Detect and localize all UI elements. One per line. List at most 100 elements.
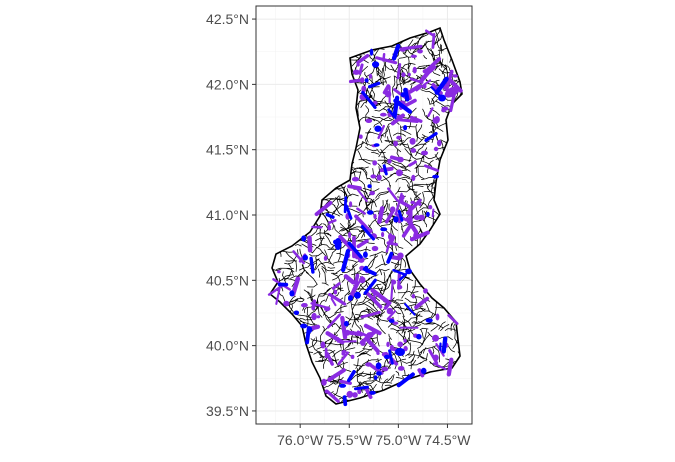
site-marker-purple bbox=[343, 274, 356, 285]
site-marker-purple bbox=[428, 349, 439, 365]
site-marker-blue bbox=[393, 216, 399, 223]
site-marker-purple bbox=[351, 176, 360, 182]
basin-layer bbox=[267, 26, 463, 407]
site-marker-blue bbox=[369, 48, 374, 56]
site-marker-blue bbox=[325, 212, 335, 219]
site-marker-blue bbox=[369, 390, 376, 395]
site-marker-blue bbox=[363, 278, 377, 295]
site-marker-purple bbox=[407, 72, 411, 77]
site-marker-purple bbox=[283, 300, 290, 307]
basin-outline bbox=[268, 26, 463, 405]
site-marker-purple bbox=[388, 234, 396, 245]
site-marker-blue bbox=[348, 295, 353, 301]
site-marker-purple bbox=[290, 276, 301, 297]
stream-lines bbox=[270, 28, 462, 404]
site-marker-purple bbox=[325, 331, 345, 345]
site-marker-purple bbox=[320, 341, 326, 349]
site-marker-purple bbox=[418, 214, 425, 221]
site-marker-purple bbox=[428, 205, 433, 210]
site-marker-purple bbox=[409, 137, 416, 145]
site-marker-blue bbox=[301, 235, 307, 242]
site-marker-blue bbox=[392, 268, 407, 276]
site-marker-purple bbox=[356, 53, 370, 65]
site-marker-blue bbox=[430, 86, 442, 98]
site-marker-purple bbox=[373, 213, 377, 220]
site-marker-purple bbox=[418, 202, 422, 206]
stream-network bbox=[270, 28, 462, 404]
site-marker-purple bbox=[396, 118, 419, 123]
site-marker-blue bbox=[364, 78, 369, 83]
x-tick-label: 75.5°W bbox=[326, 432, 373, 448]
site-marker-purple bbox=[366, 332, 374, 339]
site-marker-purple bbox=[449, 92, 456, 113]
site-marker-purple bbox=[327, 368, 346, 382]
site-marker-purple bbox=[397, 285, 403, 290]
site-marker-purple bbox=[347, 184, 362, 191]
site-marker-purple bbox=[267, 284, 283, 296]
site-marker-blue bbox=[434, 76, 449, 95]
y-tick-label: 40.5°N bbox=[206, 272, 249, 288]
site-marker-purple bbox=[437, 139, 442, 147]
site-marker-blue bbox=[384, 354, 390, 360]
site-marker-purple bbox=[364, 336, 380, 353]
site-marker-purple bbox=[375, 56, 398, 65]
site-marker-purple bbox=[338, 234, 353, 250]
site-marker-blue bbox=[375, 362, 382, 370]
site-marker-blue bbox=[424, 132, 438, 142]
site-marker-purple bbox=[403, 338, 407, 343]
site-marker-purple bbox=[433, 146, 439, 152]
x-tick-label: 75.0°W bbox=[375, 432, 422, 448]
site-marker-blue bbox=[368, 81, 381, 89]
site-marker-blue bbox=[340, 248, 351, 273]
site-marker-purple bbox=[399, 44, 423, 51]
site-marker-blue bbox=[305, 326, 311, 345]
site-marker-purple bbox=[393, 140, 398, 147]
site-marker-purple bbox=[371, 245, 379, 252]
site-marker-purple bbox=[307, 235, 313, 253]
site-marker-purple bbox=[350, 354, 355, 359]
site-marker-purple bbox=[444, 86, 460, 98]
site-marker-blue bbox=[373, 375, 378, 380]
site-marker-purple bbox=[368, 73, 373, 79]
x-axis: 76.0°W 75.5°W 75.0°W 74.5°W bbox=[277, 424, 471, 448]
site-marker-purple bbox=[417, 368, 425, 378]
site-marker-purple bbox=[376, 174, 382, 181]
site-marker-purple bbox=[301, 303, 308, 308]
site-marker-purple bbox=[435, 313, 440, 321]
site-marker-purple bbox=[403, 345, 408, 352]
y-axis: 42.5°N 42.0°N 41.5°N 41.0°N 40.5°N 40.0°N 39.5… bbox=[206, 11, 256, 419]
site-marker-blue bbox=[354, 291, 361, 299]
site-marker-blue bbox=[416, 333, 422, 340]
site-marker-purple bbox=[410, 148, 417, 153]
site-marker-purple bbox=[372, 160, 378, 166]
site-marker-purple bbox=[412, 66, 417, 74]
site-marker-purple bbox=[386, 310, 397, 320]
site-marker-purple bbox=[364, 387, 373, 400]
site-marker-purple bbox=[408, 83, 422, 94]
site-marker-purple bbox=[328, 292, 347, 306]
site-marker-purple bbox=[327, 224, 332, 231]
site-marker-blue bbox=[363, 265, 369, 271]
site-marker-purple bbox=[360, 77, 365, 83]
site-marker-blue bbox=[403, 125, 408, 131]
site-marker-purple bbox=[389, 155, 402, 162]
site-marker-purple bbox=[432, 334, 439, 342]
y-tick-label: 42.0°N bbox=[206, 76, 249, 92]
y-tick-label: 41.5°N bbox=[206, 142, 249, 158]
site-marker-purple bbox=[325, 352, 334, 366]
site-marker-blue bbox=[346, 369, 356, 383]
site-marker-purple bbox=[396, 135, 402, 140]
site-marker-purple bbox=[431, 208, 435, 218]
site-marker-purple bbox=[370, 174, 377, 179]
site-marker-purple bbox=[396, 63, 402, 80]
site-marker-blue bbox=[373, 143, 380, 147]
site-marker-purple bbox=[411, 294, 416, 299]
y-tick-label: 39.5°N bbox=[206, 403, 249, 419]
site-marker-purple bbox=[323, 255, 328, 261]
site-marker-blue bbox=[300, 323, 308, 329]
site-marker-purple bbox=[361, 85, 367, 93]
site-marker-blue bbox=[372, 61, 380, 68]
site-marker-purple bbox=[358, 134, 363, 139]
site-marker-purple bbox=[395, 169, 403, 177]
site-marker-purple bbox=[316, 315, 321, 319]
